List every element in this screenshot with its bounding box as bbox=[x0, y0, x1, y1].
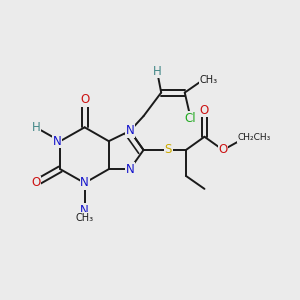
Text: H: H bbox=[153, 64, 161, 78]
Text: S: S bbox=[165, 143, 172, 157]
Text: N: N bbox=[53, 135, 62, 148]
Text: H: H bbox=[32, 121, 40, 134]
Text: CH₃: CH₃ bbox=[76, 213, 94, 223]
Text: O: O bbox=[200, 104, 209, 117]
Text: N: N bbox=[80, 204, 89, 217]
Text: O: O bbox=[31, 176, 40, 190]
Text: N: N bbox=[126, 124, 134, 137]
Text: CH₃: CH₃ bbox=[200, 75, 218, 85]
Text: N: N bbox=[126, 163, 134, 176]
Text: O: O bbox=[80, 93, 89, 106]
Text: Cl: Cl bbox=[185, 112, 197, 125]
Text: CH₂CH₃: CH₂CH₃ bbox=[238, 133, 271, 142]
Text: O: O bbox=[218, 143, 228, 157]
Text: N: N bbox=[80, 176, 89, 190]
